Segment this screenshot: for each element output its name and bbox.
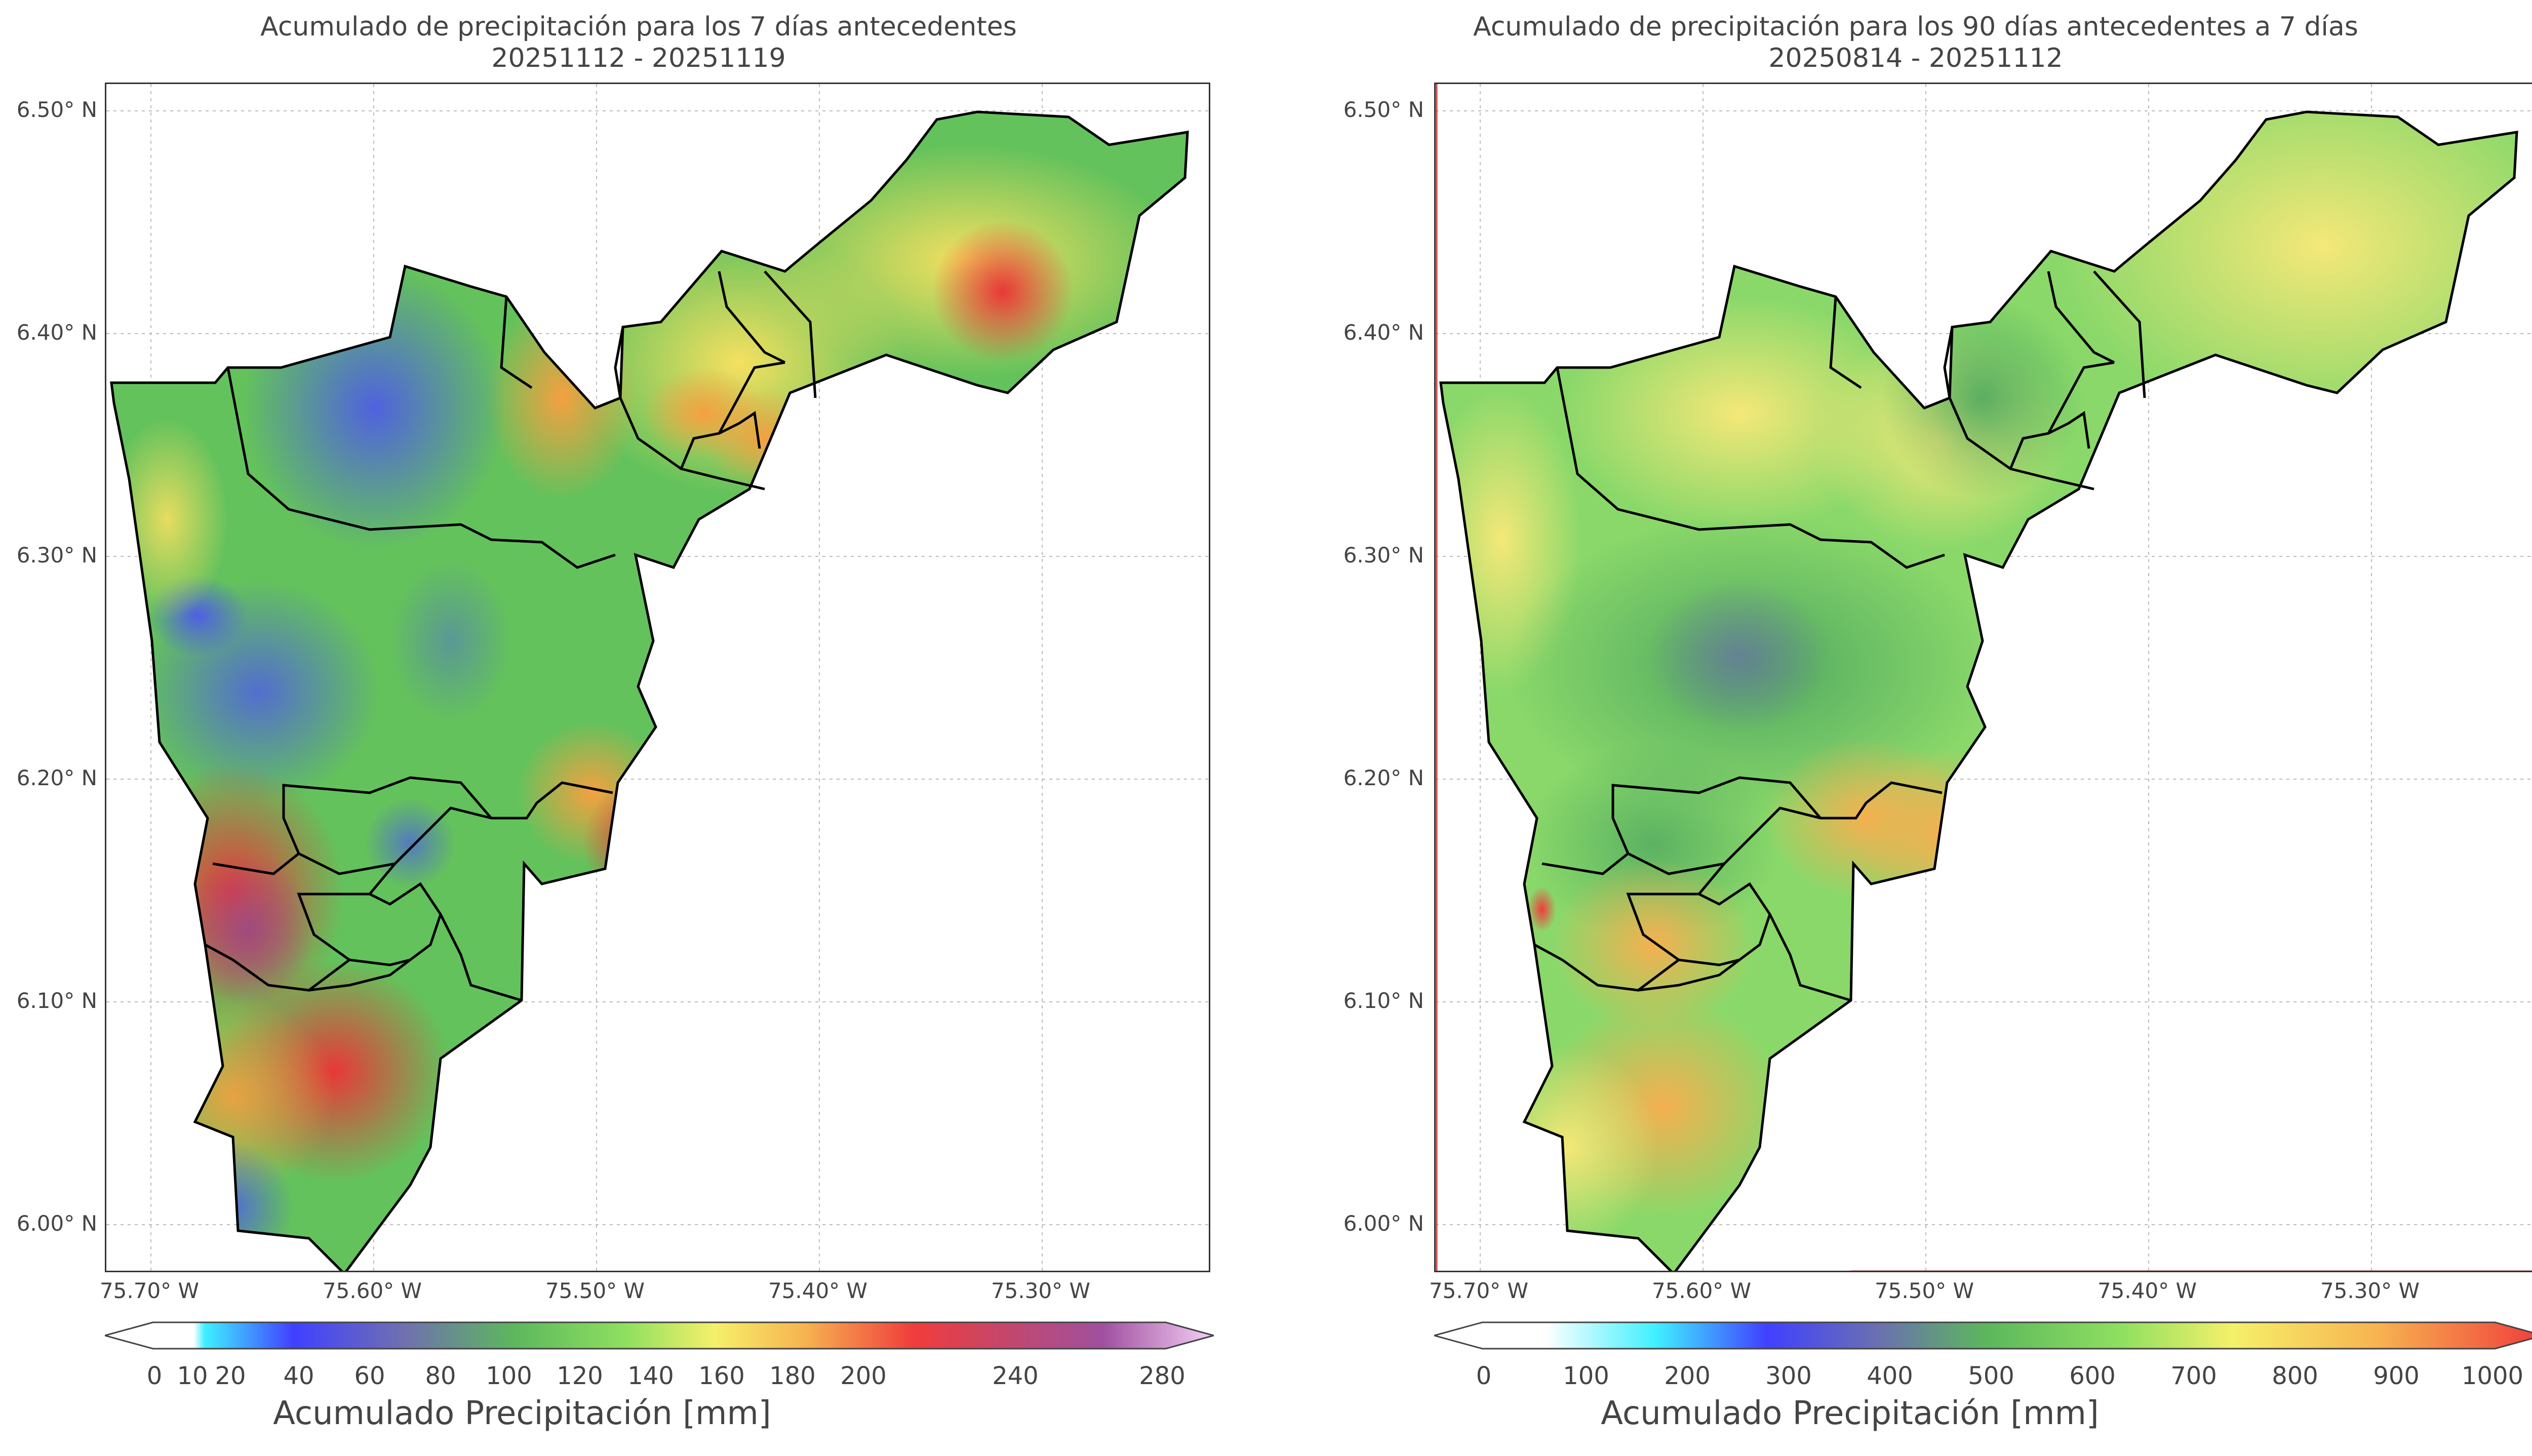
lat-tick: 6.00° N [1343,1211,1424,1236]
lat-tick: 6.10° N [16,988,97,1013]
map-canvas [1436,84,2532,1271]
title-line: Acumulado de precipitación para los 90 d… [1473,12,2358,42]
colorbar-tick: 140 [627,1362,674,1390]
basin-boundaries [1439,110,2518,1271]
lon-tick: 75.50° W [545,1278,645,1303]
map-title: Acumulado de precipitación para los 7 dí… [0,11,1277,74]
colorbar-tick: 200 [1664,1362,1711,1390]
colorbar-tick: 700 [2170,1362,2217,1390]
map-frame [1434,83,2532,1272]
colorbar-tick: 900 [2373,1362,2420,1390]
map-panel-7-days: Acumulado de precipitación para los 7 dí… [0,11,1277,1432]
colorbar-label: Acumulado Precipitación [mm] [1601,1395,2099,1432]
lon-tick: 75.70° W [1429,1278,1529,1303]
lat-tick: 6.10° N [1343,988,1424,1013]
lat-tick: 6.50° N [1343,97,1424,122]
lon-tick: 75.50° W [1874,1278,1974,1303]
colorbar-tick: 180 [769,1362,816,1390]
lat-tick: 6.30° N [16,543,97,568]
colorbar [105,1321,1214,1350]
colorbar-tick: 240 [992,1362,1039,1390]
map-title: Acumulado de precipitación para los 90 d… [1277,11,2532,74]
colorbar-tick: 0 [146,1362,163,1390]
lat-tick: 6.40° N [16,320,97,345]
colorbar-tick: 160 [698,1362,745,1390]
colorbar-tick: 40 [283,1362,314,1390]
lon-tick: 75.70° W [99,1278,200,1303]
colorbar-tick: 100 [1563,1362,1609,1390]
map-frame [105,83,1210,1272]
lon-tick: 75.40° W [2097,1278,2197,1303]
colorbar-tick: 10 [177,1362,208,1390]
lat-tick: 6.20° N [16,765,97,790]
map-canvas [106,84,1209,1271]
colorbar-tick: 800 [2272,1362,2318,1390]
colorbar-tick: 200 [840,1362,887,1390]
basin-boundaries [110,110,1189,1271]
colorbar-tick: 500 [1968,1362,2014,1390]
colorbar-label: Acumulado Precipitación [mm] [273,1395,771,1432]
map-panel-90-days: Acumulado de precipitación para los 90 d… [1277,0,2532,1456]
lon-tick: 75.60° W [322,1278,422,1303]
colorbar-tick: 60 [354,1362,385,1390]
lon-tick: 75.60° W [1651,1278,1752,1303]
lon-tick: 75.40° W [768,1278,868,1303]
title-line: Acumulado de precipitación para los 7 dí… [260,12,1017,42]
colorbar-tick: 20 [215,1362,246,1390]
colorbar-tick: 600 [2069,1362,2116,1390]
colorbar-tick: 1000 [2461,1362,2524,1390]
colorbar-tick: 300 [1765,1362,1812,1390]
lat-tick: 6.40° N [1343,320,1424,345]
lat-tick: 6.30° N [1343,543,1424,568]
precipitation-field [111,112,1188,1271]
colorbar-tick: 120 [557,1362,603,1390]
colorbar-tick: 280 [1139,1362,1185,1390]
colorbar-tick: 80 [425,1362,456,1390]
subtitle-line: 20250814 - 20251112 [1768,43,2063,73]
colorbar-tick: 100 [486,1362,532,1390]
colorbar [1434,1321,2532,1350]
lat-tick: 6.20° N [1343,765,1424,790]
lat-tick: 6.50° N [16,97,97,122]
lat-tick: 6.00° N [16,1211,97,1236]
colorbar-tick: 400 [1867,1362,1913,1390]
lon-tick: 75.30° W [991,1278,1091,1303]
colorbar-tick: 0 [1476,1362,1492,1390]
precipitation-field [1441,112,2517,1271]
subtitle-line: 20251112 - 20251119 [491,43,786,73]
lon-tick: 75.30° W [2320,1278,2420,1303]
